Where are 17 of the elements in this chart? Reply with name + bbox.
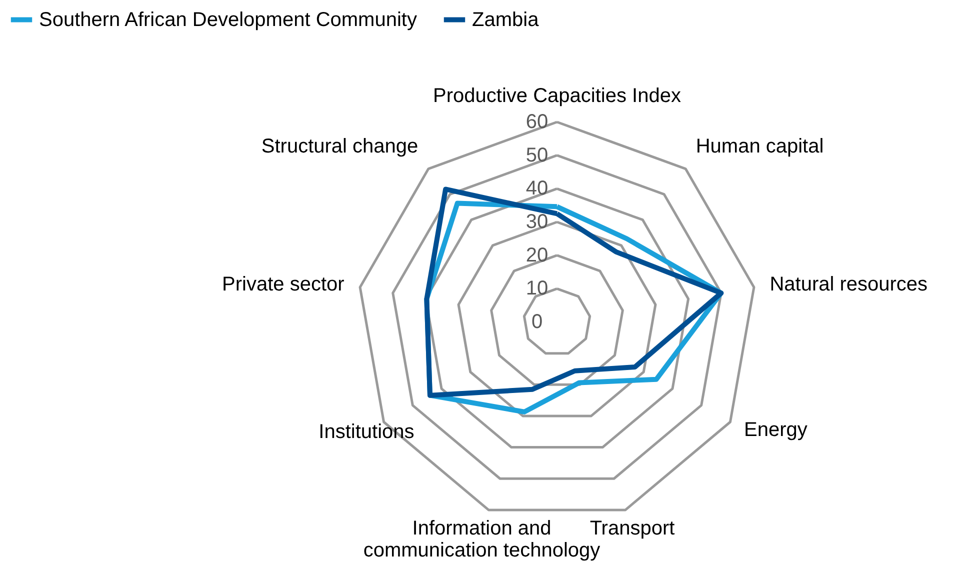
y-tick-label: 40: [526, 178, 548, 200]
spoke-label: Institutions: [318, 421, 414, 443]
spoke-label: Productive Capacities Index: [433, 85, 681, 107]
y-tick-label: 0: [531, 311, 543, 333]
legend-label: Southern African Development Community: [39, 8, 417, 31]
spoke-label: Private sector: [222, 273, 345, 296]
spoke-label: Human capital: [696, 136, 824, 158]
spoke-label: Structural change: [261, 136, 418, 158]
y-tick-label: 60: [526, 111, 548, 133]
y-tick-label: 10: [526, 278, 548, 300]
legend-label: Zambia: [472, 8, 540, 31]
spoke-label: Natural resources: [770, 273, 928, 296]
y-tick-label: 50: [526, 144, 548, 166]
spoke-label: Transport: [590, 518, 676, 540]
y-tick-label: 20: [526, 244, 548, 266]
spoke-label: Energy: [744, 419, 808, 441]
y-tick-label: 30: [526, 211, 548, 233]
